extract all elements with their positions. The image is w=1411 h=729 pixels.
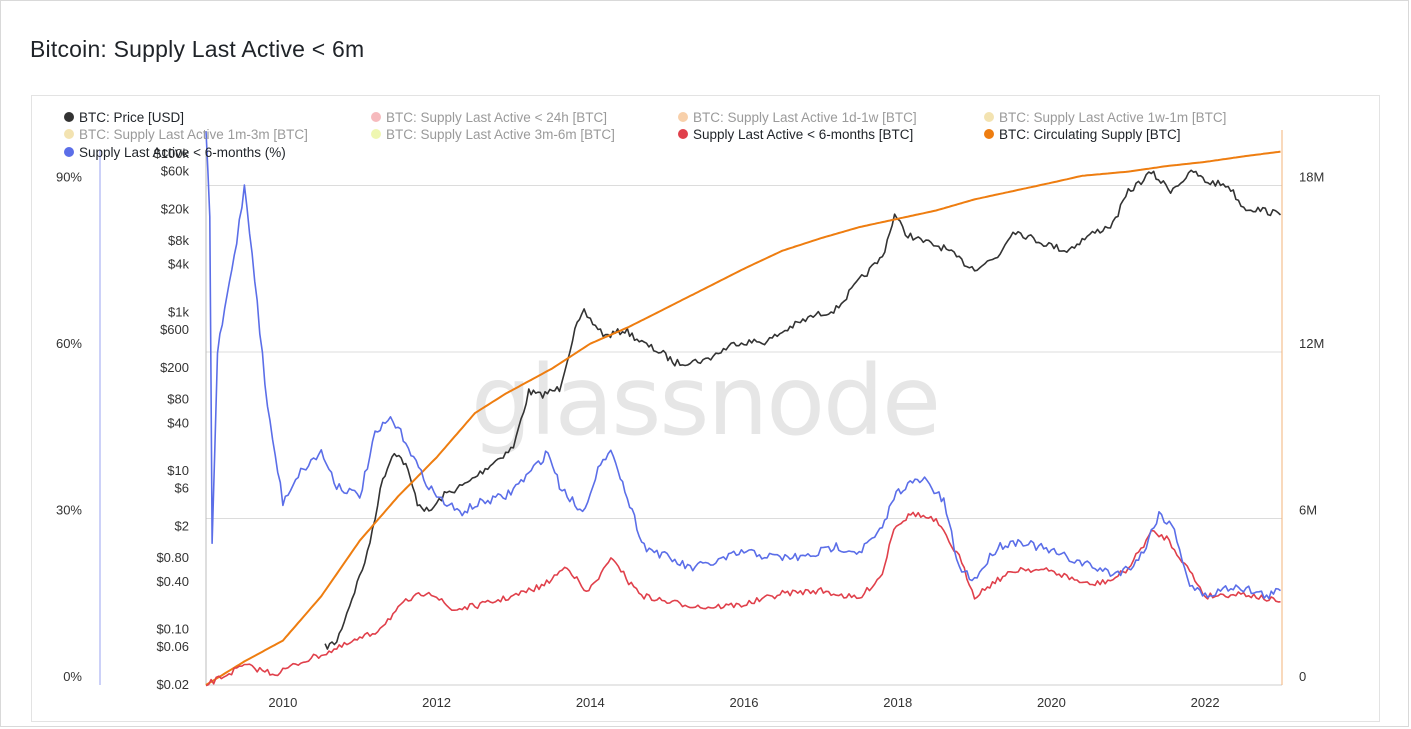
price-tick-label: $0.06 — [156, 639, 189, 654]
chart-card — [31, 95, 1380, 722]
x-tick-label: 2014 — [576, 695, 605, 710]
legend-item-4[interactable]: BTC: Supply Last Active 1m-3m [BTC] — [79, 127, 308, 142]
x-tick-label: 2016 — [730, 695, 759, 710]
chart-title: Bitcoin: Supply Last Active < 6m — [30, 36, 365, 62]
supply-tick-label: 0 — [1299, 669, 1306, 684]
legend-item-6[interactable]: Supply Last Active < 6-months [BTC] — [693, 127, 913, 142]
legend-marker-3[interactable] — [984, 112, 994, 122]
price-tick-label: $80 — [167, 391, 189, 406]
series-line-1 — [205, 150, 1281, 686]
legend-marker-2[interactable] — [678, 112, 688, 122]
x-tick-label: 2022 — [1191, 695, 1220, 710]
price-tick-label: $0.02 — [156, 677, 189, 692]
supply-tick-label: 12M — [1299, 336, 1324, 351]
legend-item-2[interactable]: BTC: Supply Last Active 1d-1w [BTC] — [693, 110, 917, 125]
legend-item-8[interactable]: Supply Last Active < 6-months (%) — [79, 145, 286, 160]
price-tick-label: $8k — [168, 233, 189, 248]
percent-tick-label: 30% — [56, 503, 82, 518]
x-tick-label: 2020 — [1037, 695, 1066, 710]
supply-tick-label: 6M — [1299, 503, 1317, 518]
x-tick-label: 2012 — [422, 695, 451, 710]
series-line-2 — [205, 511, 1281, 687]
legend-item-5[interactable]: BTC: Supply Last Active 3m-6m [BTC] — [386, 127, 615, 142]
legend-item-0[interactable]: BTC: Price [USD] — [79, 110, 184, 125]
price-tick-label: $4k — [168, 257, 189, 272]
legend-marker-0[interactable] — [64, 112, 74, 122]
price-tick-label: $0.40 — [156, 574, 189, 589]
legend-marker-1[interactable] — [371, 112, 381, 122]
price-tick-label: $60k — [161, 163, 190, 178]
percent-tick-label: 60% — [56, 336, 82, 351]
legend-marker-7[interactable] — [984, 129, 994, 139]
legend-marker-5[interactable] — [371, 129, 381, 139]
price-tick-label: $0.80 — [156, 550, 189, 565]
price-tick-label: $200 — [160, 360, 189, 375]
percent-tick-label: 90% — [56, 170, 82, 185]
x-tick-label: 2010 — [268, 695, 297, 710]
legend-marker-6[interactable] — [678, 129, 688, 139]
price-tick-label: $2 — [175, 518, 189, 533]
price-tick-label: $600 — [160, 322, 189, 337]
price-tick-label: $0.10 — [156, 622, 189, 637]
price-tick-label: $10 — [167, 463, 189, 478]
series-line-0 — [324, 169, 1282, 650]
price-tick-label: $1k — [168, 304, 189, 319]
x-tick-label: 2018 — [883, 695, 912, 710]
supply-tick-label: 18M — [1299, 170, 1324, 185]
series-line-3 — [205, 131, 1281, 600]
legend-item-1[interactable]: BTC: Supply Last Active < 24h [BTC] — [386, 110, 607, 125]
legend-item-7[interactable]: BTC: Circulating Supply [BTC] — [999, 127, 1181, 142]
legend-item-3[interactable]: BTC: Supply Last Active 1w-1m [BTC] — [999, 110, 1226, 125]
watermark-text: glassnode — [471, 345, 939, 457]
price-tick-label: $40 — [167, 415, 189, 430]
legend-marker-8[interactable] — [64, 147, 74, 157]
price-tick-label: $100k — [154, 146, 190, 161]
legend-marker-4[interactable] — [64, 129, 74, 139]
percent-tick-label: 0% — [63, 669, 82, 684]
price-tick-label: $6 — [175, 481, 189, 496]
price-tick-label: $20k — [161, 201, 190, 216]
